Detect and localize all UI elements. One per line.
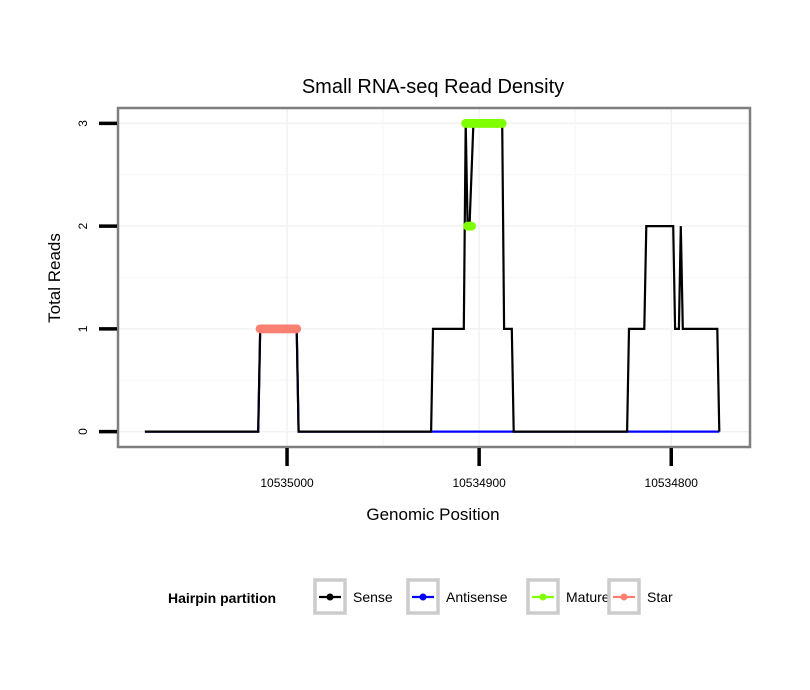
legend-label: Mature — [566, 589, 610, 605]
legend-entry-mature: Mature — [526, 578, 610, 615]
y-axis: 0 1 2 3 — [76, 120, 117, 435]
y-tick-label: 0 — [76, 428, 90, 435]
legend-entries: Sense Antisense Mature Star — [313, 578, 673, 615]
y-axis-title: Total Reads — [45, 233, 64, 323]
legend-key-point — [419, 593, 427, 601]
mature-point — [466, 221, 476, 231]
y-tick-label: 1 — [76, 325, 90, 332]
legend-entry-sense: Sense — [313, 578, 393, 615]
legend-entry-antisense: Antisense — [406, 578, 508, 615]
star-point — [292, 324, 302, 334]
legend-title: Hairpin partition — [168, 590, 276, 606]
x-tick-label: 10535000 — [260, 476, 314, 490]
x-tick-label: 10534900 — [452, 476, 506, 490]
legend-key-point — [539, 593, 547, 601]
x-tick-label: 10534800 — [645, 476, 699, 490]
legend-label: Star — [647, 589, 673, 605]
sense-line — [144, 122, 721, 433]
legend: Hairpin partition Sense Antisense Mature St… — [168, 578, 673, 615]
x-axis: 10535000 10534900 10534800 — [260, 448, 698, 490]
mature-point — [497, 118, 507, 128]
panel-border — [116, 106, 752, 449]
y-tick-label: 2 — [76, 222, 90, 229]
series-layer — [144, 118, 721, 433]
legend-label: Sense — [353, 589, 393, 605]
plot-panel — [116, 106, 752, 449]
legend-label: Antisense — [446, 589, 508, 605]
legend-key-point — [620, 593, 628, 601]
y-tick-label: 3 — [76, 120, 90, 127]
chart-title: Small RNA-seq Read Density — [302, 76, 564, 98]
x-axis-title: Genomic Position — [366, 505, 499, 524]
legend-key-point — [326, 593, 334, 601]
legend-entry-star: Star — [607, 578, 673, 615]
